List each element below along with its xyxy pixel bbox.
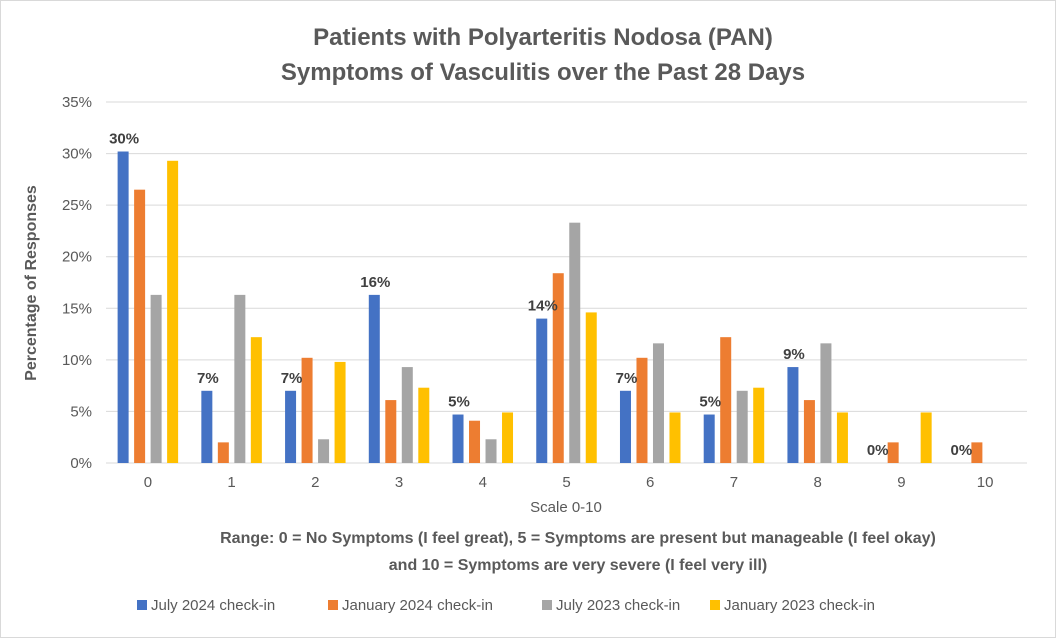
x-axis-label: Scale 0-10 (530, 499, 602, 516)
y-tick-label: 0% (70, 455, 92, 472)
bar-july-2023-check-in (485, 439, 497, 463)
bar-july-2023-check-in (736, 390, 748, 463)
x-tick-label: 10 (977, 474, 994, 491)
bar-july-2023-check-in (652, 343, 664, 463)
bar-july-2024-check-in (201, 390, 213, 463)
bar-july-2024-check-in (117, 151, 129, 463)
bar-july-2023-check-in (150, 294, 162, 463)
bar-july-2024-check-in (536, 318, 548, 463)
y-axis-label: Percentage of Responses (23, 185, 40, 381)
bar-january-2023-check-in (669, 412, 681, 463)
data-label: 7% (281, 370, 303, 387)
legend: July 2024 check-in January 2024 check-in J… (137, 597, 875, 614)
y-tick-label: 10% (62, 352, 92, 369)
legend-swatch (328, 600, 338, 610)
y-tick-label: 20% (62, 249, 92, 266)
y-tick-label: 30% (62, 146, 92, 163)
x-tick-label: 7 (730, 474, 738, 491)
x-tick-label: 5 (562, 474, 570, 491)
data-label: 0% (951, 442, 973, 459)
bar-january-2024-check-in (134, 189, 146, 463)
bar-january-2023-check-in (920, 412, 932, 463)
bar-january-2024-check-in (385, 400, 397, 463)
bar-july-2024-check-in (368, 294, 380, 463)
bar-january-2023-check-in (250, 337, 262, 463)
range-note-line2: and 10 = Symptoms are very severe (I fee… (389, 557, 767, 574)
bar-january-2024-check-in (720, 337, 732, 463)
data-label: 16% (360, 274, 390, 291)
y-tick-label: 5% (70, 403, 92, 420)
bar-july-2023-check-in (318, 439, 330, 463)
bar-january-2024-check-in (217, 442, 229, 463)
bar-january-2024-check-in (469, 420, 481, 463)
y-tick-label: 25% (62, 197, 92, 214)
y-tick-label: 35% (62, 94, 92, 111)
data-label: 7% (197, 370, 219, 387)
bar-january-2024-check-in (301, 357, 313, 463)
bar-january-2023-check-in (585, 312, 597, 463)
bar-july-2024-check-in (619, 390, 631, 463)
bar-july-2023-check-in (820, 343, 832, 463)
range-note-line1: Range: 0 = No Symptoms (I feel great), 5… (220, 530, 936, 547)
x-tick-label: 6 (646, 474, 654, 491)
bar-january-2024-check-in (803, 400, 815, 463)
bar-january-2024-check-in (552, 273, 564, 463)
chart-title-line1: Patients with Polyarteritis Nodosa (PAN) (313, 24, 773, 51)
data-label: 5% (448, 394, 470, 411)
bar-july-2024-check-in (703, 414, 715, 463)
data-label: 7% (616, 370, 638, 387)
x-tick-label: 1 (227, 474, 235, 491)
data-label: 14% (528, 298, 558, 315)
x-tick-label: 3 (395, 474, 403, 491)
bar-july-2023-check-in (401, 367, 413, 463)
legend-label: July 2024 check-in (151, 597, 275, 614)
bar-january-2024-check-in (636, 357, 648, 463)
bar-january-2023-check-in (502, 412, 514, 463)
chart-title-line2: Symptoms of Vasculitis over the Past 28 … (281, 59, 805, 86)
x-tick-label: 0 (144, 474, 152, 491)
bar-july-2024-check-in (285, 390, 297, 463)
legend-label: July 2023 check-in (556, 597, 680, 614)
x-tick-label: 8 (814, 474, 822, 491)
bar-january-2023-check-in (334, 361, 346, 463)
bar-july-2024-check-in (452, 414, 464, 463)
x-tick-label: 9 (897, 474, 905, 491)
bar-july-2023-check-in (569, 222, 581, 463)
data-label: 30% (109, 131, 139, 148)
legend-swatch (137, 600, 147, 610)
bar-january-2024-check-in (971, 442, 983, 463)
bar-january-2023-check-in (836, 412, 848, 463)
bar-july-2024-check-in (787, 367, 799, 463)
y-tick-label: 15% (62, 300, 92, 317)
legend-label: January 2023 check-in (724, 597, 875, 614)
bar-january-2023-check-in (418, 387, 430, 463)
legend-label: January 2024 check-in (342, 597, 493, 614)
x-tick-label: 2 (311, 474, 319, 491)
data-label: 9% (783, 346, 805, 363)
bar-july-2023-check-in (234, 294, 246, 463)
bar-january-2023-check-in (167, 160, 179, 463)
bar-january-2024-check-in (887, 442, 899, 463)
bar-january-2023-check-in (753, 387, 765, 463)
legend-swatch (542, 600, 552, 610)
data-label: 0% (867, 442, 889, 459)
data-label: 5% (699, 394, 721, 411)
legend-swatch (710, 600, 720, 610)
x-tick-label: 4 (479, 474, 487, 491)
